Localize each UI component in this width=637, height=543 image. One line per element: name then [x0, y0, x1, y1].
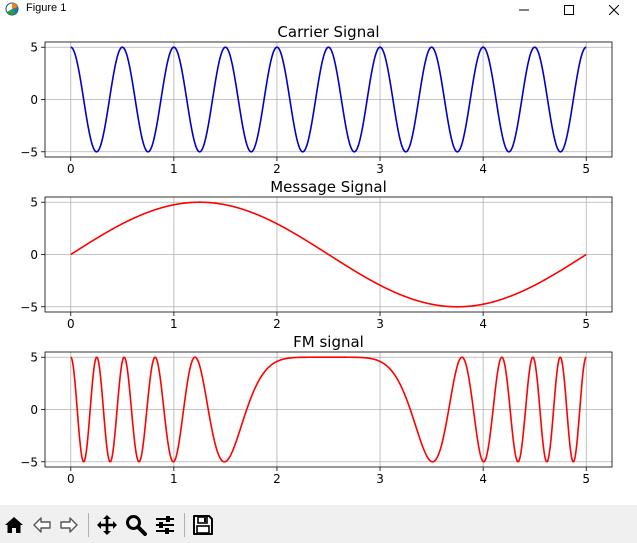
figure-svg: 0 1 2 3 4 5 −5 0 5 Carrier Signal 0 1 2 3 4 5 −5 0 5 Messag… — [20, 23, 613, 486]
configure-subplots-icon — [156, 516, 174, 534]
save-button[interactable] — [192, 514, 214, 536]
pan-button[interactable] — [96, 514, 118, 536]
x-tick-label: 3 — [376, 472, 384, 486]
minimize-button[interactable] — [501, 0, 547, 19]
x-tick-label: 4 — [479, 317, 487, 331]
back-arrow-icon — [33, 517, 51, 533]
chart-title: Carrier Signal — [277, 23, 379, 41]
x-tick-label: 3 — [376, 162, 384, 176]
minimize-icon — [519, 9, 529, 10]
maximize-icon — [564, 4, 574, 15]
y-tick-label: −5 — [20, 455, 38, 469]
chart-title: Message Signal — [270, 178, 387, 196]
y-tick-label: 0 — [30, 93, 38, 107]
series-line — [70, 46, 587, 153]
x-tick-label: 4 — [479, 472, 487, 486]
x-tick-label: 0 — [67, 162, 75, 176]
x-tick-label: 2 — [273, 162, 281, 176]
close-button[interactable] — [591, 0, 637, 19]
x-tick-label: 0 — [67, 317, 75, 331]
x-tick-label: 5 — [582, 472, 590, 486]
maximize-button[interactable] — [546, 0, 592, 19]
configure-subplots-button[interactable] — [154, 514, 176, 536]
home-icon — [5, 517, 23, 533]
y-tick-label: 0 — [30, 403, 38, 417]
home-button[interactable] — [3, 514, 25, 536]
window-titlebar: Figure 1 — [0, 0, 637, 19]
x-tick-label: 2 — [273, 472, 281, 486]
forward-button[interactable] — [58, 514, 80, 536]
toolbar-separator — [184, 513, 185, 537]
x-tick-label: 0 — [67, 472, 75, 486]
y-tick-label: 5 — [30, 196, 38, 210]
x-tick-label: 3 — [376, 317, 384, 331]
back-button[interactable] — [31, 514, 53, 536]
x-tick-label: 2 — [273, 317, 281, 331]
x-tick-label: 5 — [582, 162, 590, 176]
series-line — [70, 356, 587, 463]
series-line — [70, 201, 587, 308]
pan-icon — [97, 515, 117, 535]
zoom-button[interactable] — [125, 514, 147, 536]
zoom-icon — [126, 515, 147, 536]
y-tick-label: 5 — [30, 41, 38, 55]
toolbar-separator — [88, 513, 89, 537]
figure-canvas[interactable]: 0 1 2 3 4 5 −5 0 5 Carrier Signal 0 1 2 3 4 5 −5 0 5 Messag… — [0, 19, 637, 505]
x-tick-label: 1 — [170, 162, 178, 176]
chart-title: FM signal — [293, 333, 364, 351]
y-tick-label: 5 — [30, 351, 38, 365]
close-icon — [609, 4, 619, 15]
y-tick-label: −5 — [20, 145, 38, 159]
save-icon — [193, 515, 213, 535]
navigation-toolbar — [0, 505, 637, 543]
forward-arrow-icon — [60, 517, 78, 533]
y-tick-label: −5 — [20, 300, 38, 314]
x-tick-label: 5 — [582, 317, 590, 331]
matplotlib-figure-icon — [5, 2, 19, 16]
x-tick-label: 4 — [479, 162, 487, 176]
y-tick-label: 0 — [30, 248, 38, 262]
x-tick-label: 1 — [170, 472, 178, 486]
window-title: Figure 1 — [26, 2, 67, 14]
x-tick-label: 1 — [170, 317, 178, 331]
